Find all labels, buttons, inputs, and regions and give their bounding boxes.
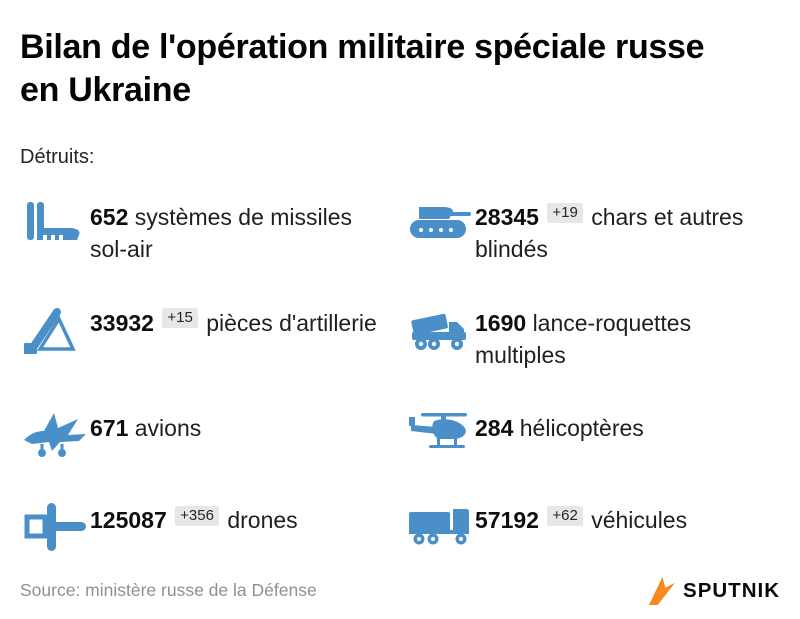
stat-label: hélicoptères bbox=[519, 415, 644, 442]
mlrs-icon bbox=[405, 303, 475, 357]
stat-count: 671 bbox=[90, 415, 129, 442]
stat-count: 1690 bbox=[475, 309, 527, 336]
stat-count: 652 bbox=[90, 204, 129, 231]
stat-text: 1690 lance-roquettes multiples bbox=[475, 302, 780, 371]
drone-icon bbox=[20, 500, 90, 554]
stat-text: 57192 +62 véhicules bbox=[475, 499, 687, 537]
stats-grid: 652 systèmes de missiles sol-air 28345 bbox=[20, 196, 780, 555]
stat-delta-badge: +356 bbox=[175, 505, 219, 526]
stat-text: 33932 +15 pièces d'artillerie bbox=[90, 302, 377, 340]
stat-text: 652 systèmes de missiles sol-air bbox=[90, 196, 395, 265]
page-title: Bilan de l'opération militaire spéciale … bbox=[20, 28, 705, 110]
stat-label: avions bbox=[134, 415, 202, 442]
stat-item-mlrs: 1690 lance-roquettes multiples bbox=[405, 302, 780, 371]
stat-label: véhicules bbox=[591, 507, 688, 534]
jet-icon bbox=[20, 408, 90, 462]
footer: Source: ministère russe de la Défense SP… bbox=[20, 575, 780, 606]
stat-item-artillery: 33932 +15 pièces d'artillerie bbox=[20, 302, 395, 371]
stat-delta-badge: +62 bbox=[547, 505, 583, 526]
stat-label: pièces d'artillerie bbox=[206, 309, 377, 336]
stat-count: 57192 bbox=[475, 507, 539, 534]
stat-text: 125087 +356 drones bbox=[90, 499, 298, 537]
stat-delta-badge: +19 bbox=[547, 202, 583, 223]
stat-text: 671 avions bbox=[90, 407, 201, 445]
stat-item-helicopters: 284 hélicoptères bbox=[405, 407, 780, 463]
truck-icon bbox=[405, 500, 475, 554]
stat-text: 28345 +19 chars et autres blindés bbox=[475, 196, 780, 265]
subtitle-detruits: Détruits: bbox=[20, 146, 95, 169]
stat-item-drones: 125087 +356 drones bbox=[20, 499, 395, 555]
stat-item-planes: 671 avions bbox=[20, 407, 395, 463]
helicopter-icon bbox=[405, 408, 475, 462]
stat-count: 284 bbox=[475, 415, 514, 442]
stat-count: 125087 bbox=[90, 507, 167, 534]
source-credit: Source: ministère russe de la Défense bbox=[20, 580, 317, 600]
stat-label: lance-roquettes multiples bbox=[475, 309, 692, 368]
stat-delta-badge: +15 bbox=[162, 308, 198, 329]
sputnik-flame-icon bbox=[648, 576, 676, 605]
stat-count: 28345 bbox=[475, 204, 539, 231]
sputnik-logo-text: SPUTNIK bbox=[683, 578, 780, 602]
tank-icon bbox=[405, 197, 475, 251]
stat-label: drones bbox=[227, 507, 298, 534]
stat-item-vehicles: 57192 +62 véhicules bbox=[405, 499, 780, 555]
sam-system-icon bbox=[20, 197, 90, 251]
stat-item-tanks: 28345 +19 chars et autres blindés bbox=[405, 196, 780, 265]
stat-label: chars et autres blindés bbox=[475, 204, 744, 263]
sputnik-logo: SPUTNIK bbox=[647, 575, 780, 606]
stat-label: systèmes de missiles sol-air bbox=[90, 204, 353, 263]
stat-item-missile-systems: 652 systèmes de missiles sol-air bbox=[20, 196, 395, 265]
stat-count: 33932 bbox=[90, 309, 154, 336]
artillery-icon bbox=[20, 303, 90, 357]
stat-text: 284 hélicoptères bbox=[475, 407, 644, 445]
